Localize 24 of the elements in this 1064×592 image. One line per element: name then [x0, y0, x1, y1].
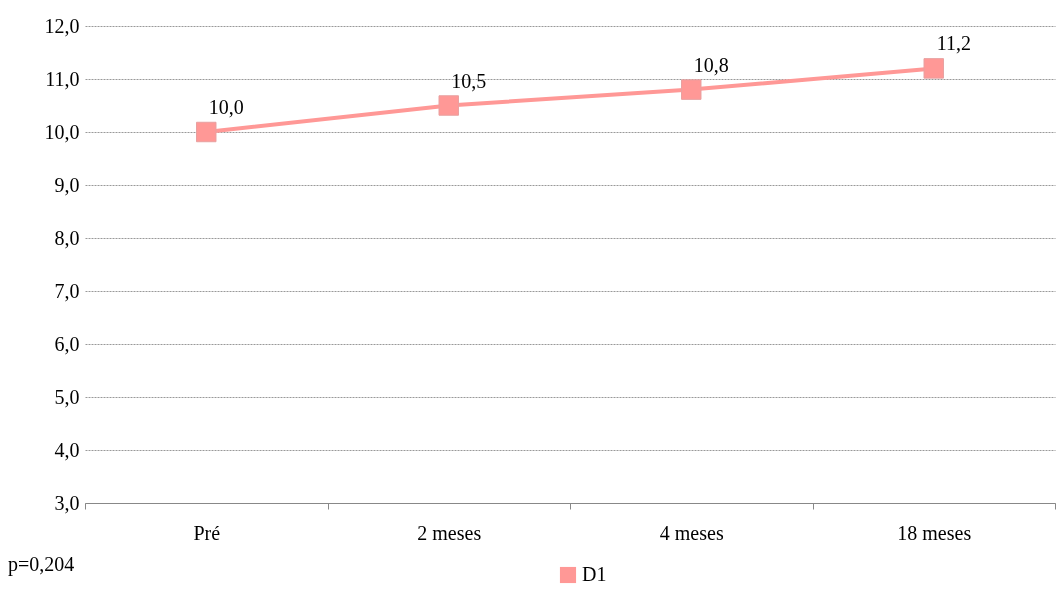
- data-label: 10,5: [451, 69, 487, 92]
- legend-label: D1: [582, 563, 607, 585]
- data-label: 11,2: [936, 32, 971, 55]
- data-label: 10,0: [208, 96, 244, 118]
- y-tick-label: 12,0: [44, 14, 80, 37]
- x-tick-label: 18 meses: [897, 521, 972, 544]
- y-tick-label: 9,0: [54, 173, 80, 196]
- point: [438, 95, 459, 116]
- x-tick-label: 2 meses: [417, 521, 482, 544]
- y-tick-label: 5,0: [54, 385, 80, 408]
- y-tick-label: 6,0: [54, 332, 80, 355]
- y-tick-label: 4,0: [54, 438, 80, 461]
- y-tick-label: 8,0: [54, 226, 80, 249]
- y-tick-label: 3,0: [54, 491, 80, 514]
- point: [923, 58, 944, 79]
- x-tick-label: 4 meses: [659, 521, 724, 544]
- point: [196, 121, 217, 143]
- y-tick-label: 7,0: [54, 279, 80, 302]
- point: [681, 79, 702, 100]
- y-tick-label: 11,0: [45, 67, 80, 90]
- text: p=0,204: [8, 553, 75, 576]
- data-label: 10,8: [693, 53, 729, 76]
- y-tick-label: 10,0: [44, 120, 80, 143]
- x-tick-label: Pré: [193, 521, 221, 544]
